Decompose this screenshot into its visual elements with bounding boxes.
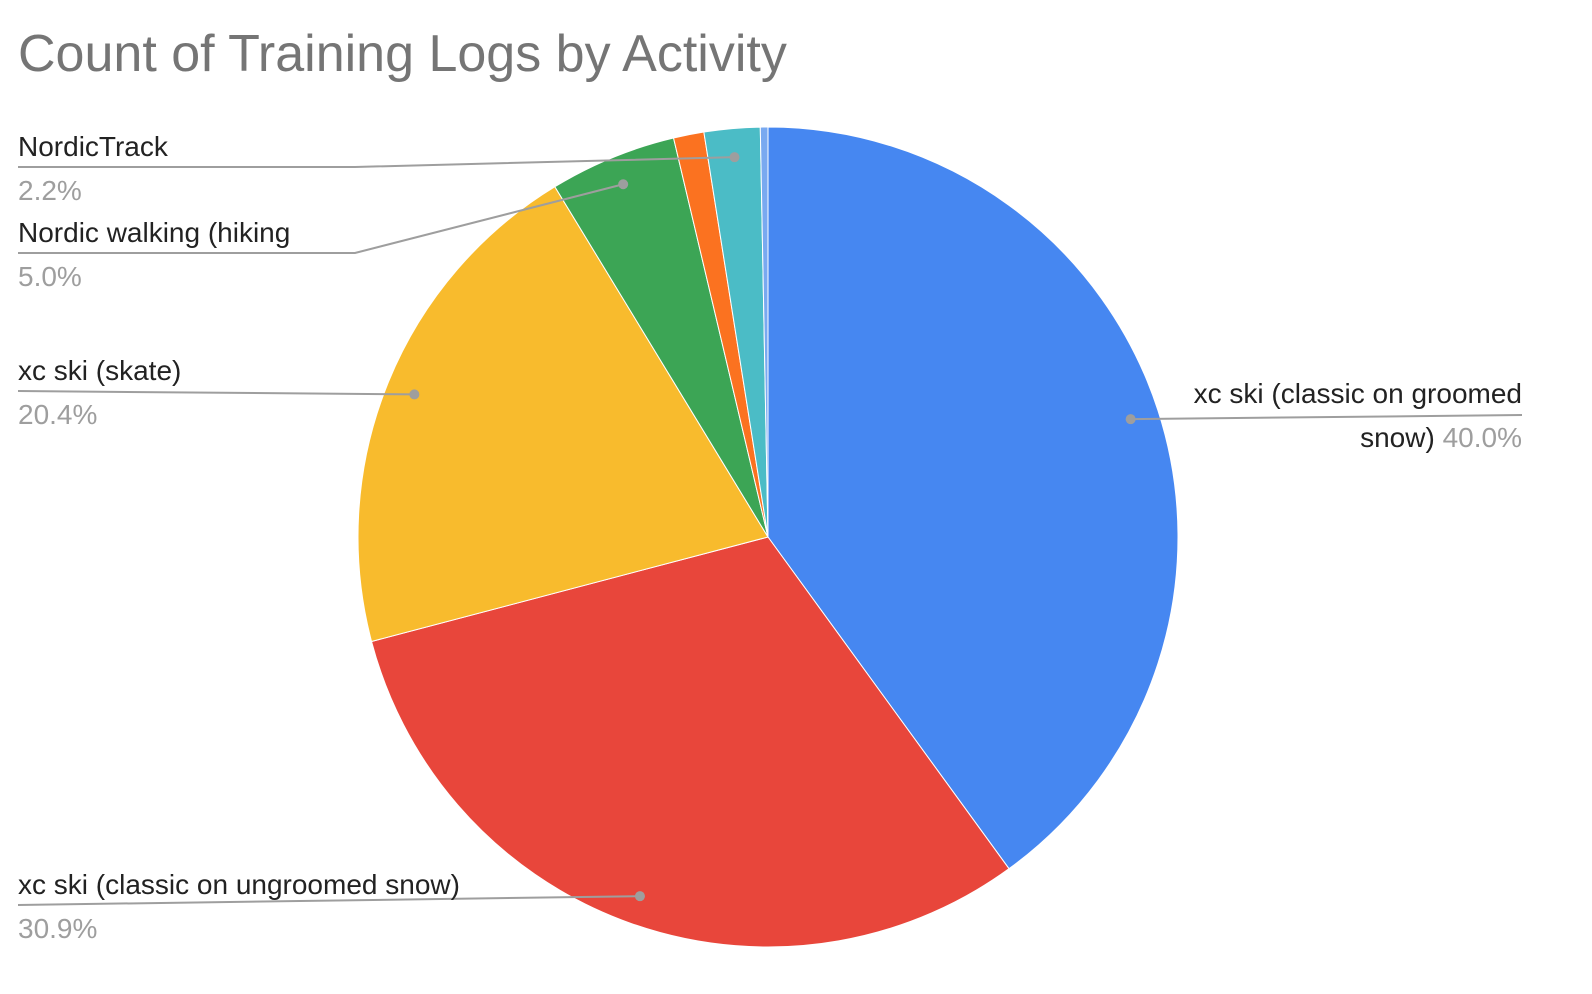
slice-name: xc ski (skate)	[18, 355, 182, 386]
leader-line	[18, 156, 735, 168]
pie-slice	[357, 186, 769, 643]
slice-percent: 20.4%	[18, 399, 98, 430]
pie-slice	[759, 126, 769, 538]
leader-dot	[409, 389, 420, 400]
leader-dot	[618, 179, 629, 190]
pie-slice	[370, 536, 1010, 948]
chart-title: Count of Training Logs by Activity	[18, 25, 787, 83]
leader-dot	[634, 891, 645, 902]
slice-name: xc ski (classic on groomed snow)	[1193, 378, 1522, 453]
leader-line	[17, 895, 640, 906]
slice-percent: 40.0%	[1442, 422, 1522, 453]
slice-name: Nordic walking (hiking	[18, 217, 291, 248]
leader-dot	[1125, 414, 1136, 425]
slice-percent: 2.2%	[18, 175, 82, 206]
leader-line	[18, 183, 624, 254]
pie-slice	[767, 126, 1179, 870]
leader-line	[17, 390, 415, 396]
slice-percent: 5.0%	[18, 261, 82, 292]
leader-line	[1130, 414, 1523, 421]
leader-dot	[729, 152, 740, 163]
slice-name: xc ski (classic on ungroomed snow)	[18, 869, 460, 900]
slice-percent: 30.9%	[18, 913, 98, 944]
slice-label: xc ski (classic on groomed snow) 40.0%	[1162, 372, 1522, 460]
slice-name: NordicTrack	[18, 131, 168, 162]
